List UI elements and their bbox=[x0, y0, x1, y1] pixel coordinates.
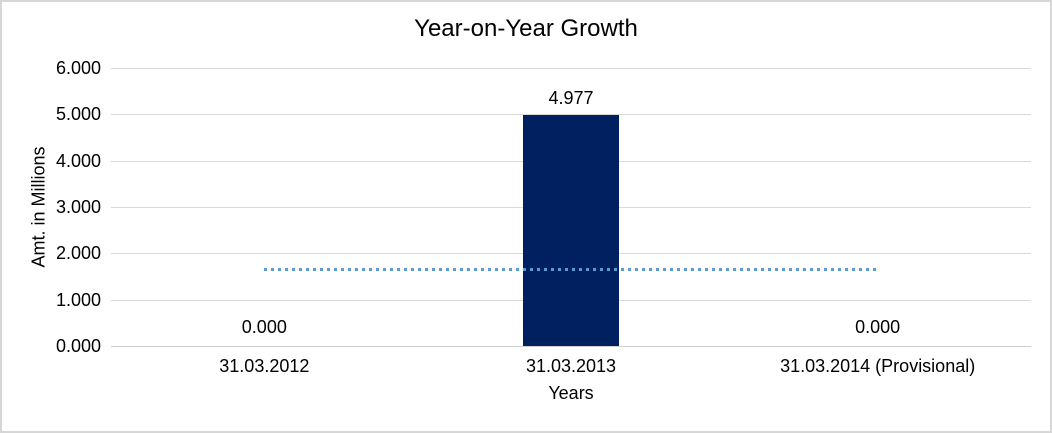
bar bbox=[523, 115, 619, 346]
y-tick-label: 4.000 bbox=[55, 150, 101, 171]
bar-data-label: 4.977 bbox=[548, 88, 594, 109]
y-tick-label: 3.000 bbox=[55, 197, 101, 217]
x-category-label: 31.03.2014 (Provisional) bbox=[780, 356, 976, 376]
y-tick-label: 0.000 bbox=[55, 336, 101, 356]
chart-title: Year-on-Year Growth bbox=[414, 15, 638, 42]
trendline bbox=[264, 268, 878, 272]
y-tick-label: 5.000 bbox=[55, 104, 101, 125]
plot-area bbox=[111, 68, 1031, 347]
gridline bbox=[111, 114, 1031, 116]
y-tick-label: 6.000 bbox=[55, 58, 101, 78]
bar-data-label: 0.000 bbox=[241, 317, 287, 337]
x-category-label: 31.03.2013 bbox=[525, 356, 617, 376]
y-tick-label: 2.000 bbox=[55, 243, 101, 264]
x-axis-line bbox=[111, 346, 1031, 347]
x-axis-title: Years bbox=[548, 383, 594, 403]
bar-data-label: 0.000 bbox=[855, 317, 901, 337]
x-category-label: 31.03.2012 bbox=[219, 356, 310, 376]
y-tick-label: 1.000 bbox=[55, 289, 101, 310]
gridline bbox=[111, 68, 1031, 69]
